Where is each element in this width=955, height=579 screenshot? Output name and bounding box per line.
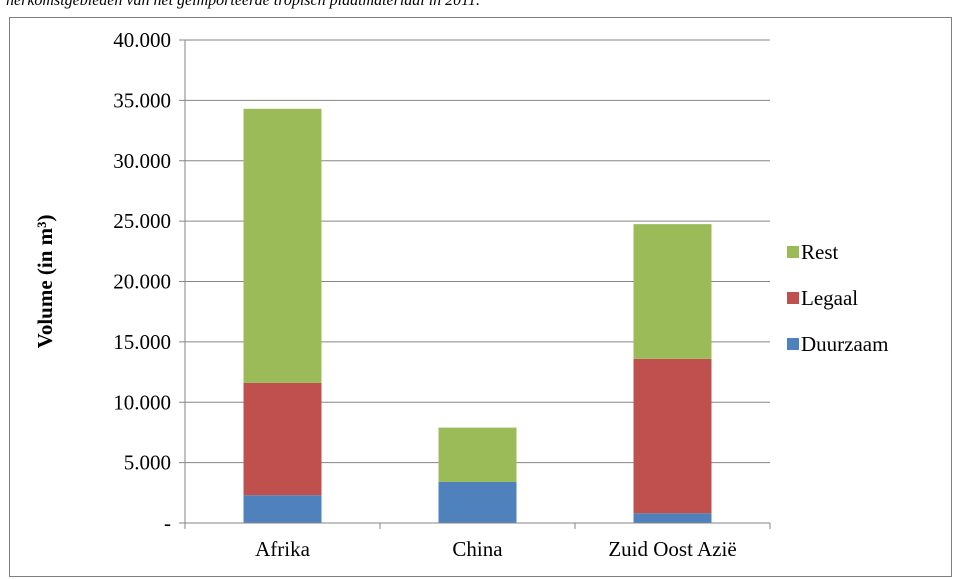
axes [179,39,771,529]
chart-caption: herkomstgebieden van het geïmporteerde t… [6,0,480,9]
y-tick-label: 35.000 [113,88,171,112]
y-tick-label: 15.000 [113,330,171,354]
x-tick-labels: Afrika China Zuid Oost Azië [255,537,737,561]
y-tick-label: 10.000 [113,390,171,414]
y-tick-label: 30.000 [113,149,171,173]
bar-legaal-afrika [243,382,322,496]
bar-rest-zuid-oost-azië [633,224,712,359]
bar-duurzaam-zuid-oost-azië [633,513,712,523]
bar-rest-afrika [243,108,322,383]
bar-duurzaam-afrika [243,495,322,523]
x-tick-label: Afrika [255,537,310,561]
x-tick-label: Zuid Oost Azië [608,537,736,561]
y-tick-label: 5.000 [124,451,171,475]
bar-duurzaam-china [438,481,517,523]
y-tick-label: - [164,511,171,535]
legend-swatch-duurzaam [787,338,799,350]
legend-label-duurzaam: Duurzaam [801,332,888,356]
legend-swatch-rest [787,246,799,258]
bar-rest-china [438,427,517,482]
y-axis-label: Volume (in m³) [33,215,57,349]
x-tick-label: China [452,537,503,561]
y-tick-label: 20.000 [113,270,171,294]
bar-legaal-zuid-oost-azië [633,358,712,514]
bars [243,108,712,523]
y-tick-label: 25.000 [113,209,171,233]
legend-label-legaal: Legaal [801,286,858,310]
legend-label-rest: Rest [801,240,839,264]
y-tick-label: 40.000 [113,28,171,52]
legend: Rest Legaal Duurzaam [787,240,888,356]
y-tick-labels: - 5.000 10.000 15.000 20.000 25.000 30.000 35.0… [113,28,171,535]
legend-swatch-legaal [787,292,799,304]
chart-frame [9,17,952,577]
